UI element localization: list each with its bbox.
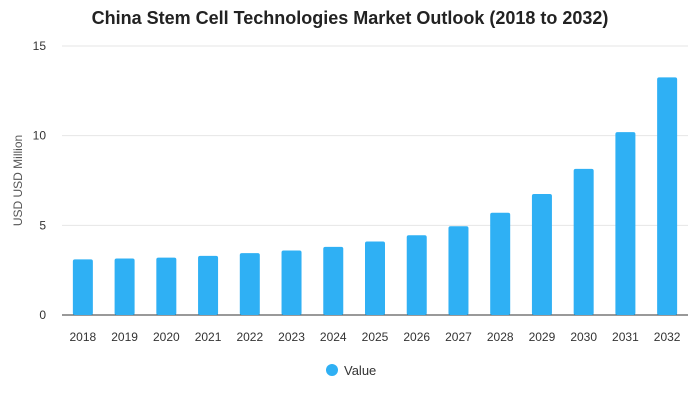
- x-tick-label: 2021: [195, 330, 222, 344]
- bar-2030: [573, 168, 594, 315]
- bar-2026: [406, 235, 427, 315]
- x-tick-label: 2029: [529, 330, 556, 344]
- bar-2019: [114, 258, 135, 315]
- legend-label: Value: [344, 363, 376, 378]
- bar-2031: [615, 132, 636, 315]
- x-tick-label: 2023: [278, 330, 305, 344]
- bar-2018: [72, 259, 93, 315]
- x-tick-label: 2020: [153, 330, 180, 344]
- x-tick-label: 2027: [445, 330, 472, 344]
- bar-2022: [239, 253, 260, 315]
- bar-2021: [198, 255, 219, 315]
- x-tick-label: 2026: [403, 330, 430, 344]
- y-tick-label: 15: [33, 39, 47, 53]
- bar-2025: [365, 241, 385, 315]
- bar-2032: [657, 77, 678, 315]
- legend-marker: [326, 364, 338, 376]
- x-tick-label: 2030: [570, 330, 597, 344]
- x-tick-label: 2024: [320, 330, 347, 344]
- x-tick-label: 2022: [236, 330, 263, 344]
- bar-2024: [323, 246, 344, 315]
- x-tick-label: 2028: [487, 330, 514, 344]
- bar-2027: [448, 226, 469, 315]
- x-tick-label: 2018: [70, 330, 97, 344]
- y-tick-label: 10: [33, 129, 47, 143]
- x-tick-label: 2019: [111, 330, 138, 344]
- y-tick-label: 0: [39, 308, 46, 322]
- bar-2023: [281, 250, 302, 315]
- y-tick-label: 5: [39, 218, 46, 232]
- chart-title: China Stem Cell Technologies Market Outl…: [91, 8, 609, 28]
- bar-2029: [531, 193, 552, 315]
- x-tick-label: 2031: [612, 330, 639, 344]
- x-tick-label: 2032: [654, 330, 681, 344]
- bar-2020: [156, 257, 177, 315]
- x-tick-label: 2025: [362, 330, 389, 344]
- bar-2028: [490, 212, 511, 315]
- y-axis-title: USD USD Million: [11, 135, 25, 226]
